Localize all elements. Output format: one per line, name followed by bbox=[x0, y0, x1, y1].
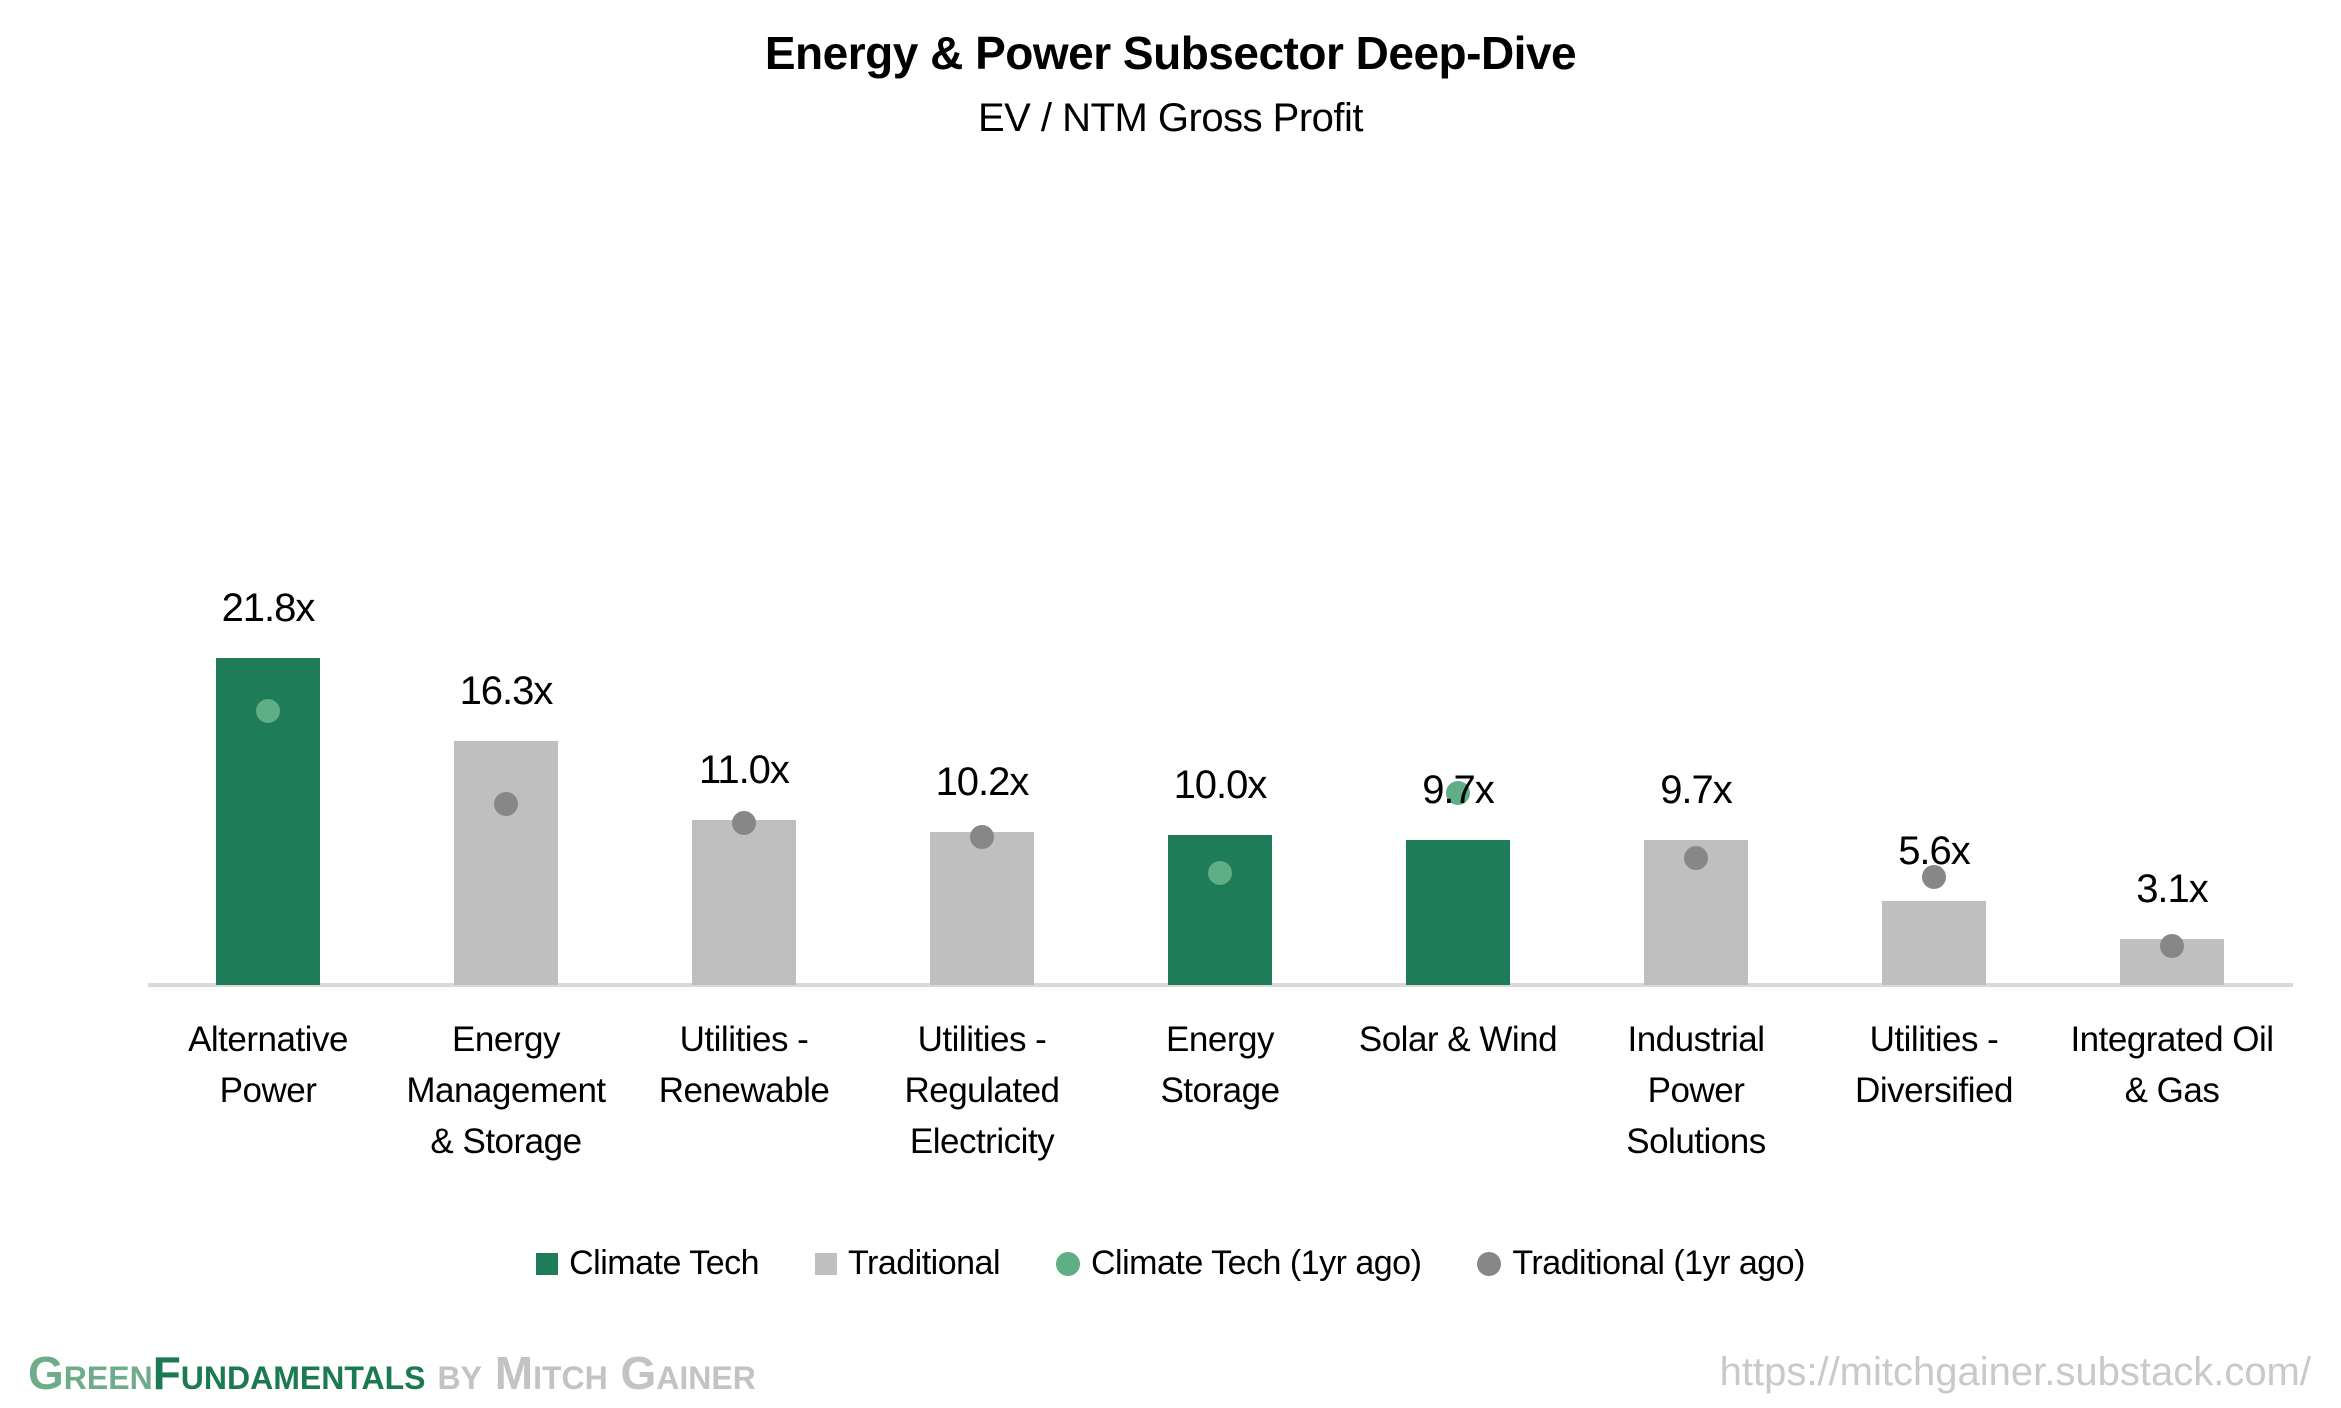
brand-green: Green bbox=[28, 1347, 153, 1399]
legend-item-traditional: Traditional bbox=[815, 1244, 1000, 1283]
prior-year-dot-energy-storage bbox=[1208, 860, 1232, 885]
prior-year-dot-industrial-power-solutions bbox=[1684, 845, 1708, 870]
legend-square-swatch bbox=[815, 1252, 838, 1275]
value-label-industrial-power-solutions: 9.7x bbox=[1660, 767, 1733, 812]
value-label-utilities-diversified: 5.6x bbox=[1898, 829, 1971, 873]
value-label-utilities-regulated-electricity: 10.2x bbox=[935, 760, 1030, 804]
brand-byline: by Mitch Gainer bbox=[437, 1347, 756, 1399]
category-label-energy-storage: Energy Storage bbox=[1160, 1020, 1280, 1110]
prior-year-dot-utilities-renewable bbox=[732, 811, 756, 835]
x-axis-line bbox=[148, 983, 2293, 987]
category-label-utilities-regulated-electricity: Utilities - Regulated Electricity bbox=[904, 1020, 1060, 1161]
value-label-alternative-power: 21.8x bbox=[221, 586, 316, 630]
category-label-utilities-renewable: Utilities - Renewable bbox=[658, 1020, 830, 1110]
chart-subtitle: EV / NTM Gross Profit bbox=[977, 96, 1364, 140]
brand-logo: GreenFundamentals by Mitch Gainer bbox=[28, 1346, 756, 1400]
value-label-integrated-oil-gas: 3.1x bbox=[2136, 866, 2209, 911]
category-label-solar-wind: Solar & Wind bbox=[1358, 1020, 1558, 1059]
bar-utilities-diversified bbox=[1882, 901, 1986, 985]
bar-utilities-renewable bbox=[692, 820, 796, 985]
bar-solar-wind bbox=[1406, 839, 1510, 985]
value-label-energy-storage: 10.0x bbox=[1173, 763, 1268, 807]
legend-item-traditional-1yr-ago: Traditional (1yr ago) bbox=[1477, 1244, 1805, 1283]
site-url: https://mitchgainer.substack.com/ bbox=[1719, 1350, 2311, 1394]
prior-year-dot-utilities-diversified bbox=[1922, 865, 1946, 889]
category-label-industrial-power-solutions: Industrial Power Solutions bbox=[1626, 1020, 1766, 1161]
category-label-alternative-power: Alternative Power bbox=[188, 1020, 348, 1110]
legend: Climate Tech Traditional Climate Tech (1yr… bbox=[0, 1244, 2341, 1283]
legend-item-climate-tech: Climate Tech bbox=[536, 1244, 760, 1283]
value-label-energy-management-storage: 16.3x bbox=[459, 668, 554, 713]
prior-year-dot-utilities-regulated-electricity bbox=[970, 824, 994, 849]
value-label-solar-wind: 9.7x bbox=[1422, 767, 1495, 812]
legend-circle-swatch bbox=[1056, 1251, 1080, 1276]
prior-year-dot-integrated-oil-gas bbox=[2160, 934, 2184, 958]
category-label-utilities-diversified: Utilities - Diversified bbox=[1855, 1020, 2013, 1110]
legend-square-swatch bbox=[536, 1252, 559, 1275]
bar-energy-management-storage bbox=[454, 740, 558, 985]
prior-year-dot-energy-management-storage bbox=[494, 791, 518, 816]
prior-year-dot-alternative-power bbox=[256, 698, 280, 723]
legend-item-climate-tech-1yr-ago: Climate Tech (1yr ago) bbox=[1056, 1244, 1422, 1283]
bar-energy-storage bbox=[1168, 835, 1272, 985]
legend-label: Climate Tech (1yr ago) bbox=[1091, 1244, 1422, 1282]
prior-year-dot-solar-wind bbox=[1446, 781, 1470, 805]
category-label-energy-management-storage: Energy Management & Storage bbox=[406, 1020, 606, 1161]
legend-label: Traditional bbox=[848, 1244, 1000, 1282]
legend-circle-swatch bbox=[1477, 1251, 1502, 1276]
brand-fundamentals: Fundamentals bbox=[152, 1347, 426, 1399]
legend-label: Traditional (1yr ago) bbox=[1512, 1244, 1805, 1282]
bar-utilities-regulated-electricity bbox=[930, 832, 1034, 985]
value-label-utilities-renewable: 11.0x bbox=[699, 748, 790, 792]
legend-label: Climate Tech bbox=[569, 1244, 760, 1282]
chart-title: Energy & Power Subsector Deep-Dive bbox=[764, 27, 1577, 79]
category-label-integrated-oil-gas: Integrated Oil & Gas bbox=[2070, 1020, 2274, 1110]
